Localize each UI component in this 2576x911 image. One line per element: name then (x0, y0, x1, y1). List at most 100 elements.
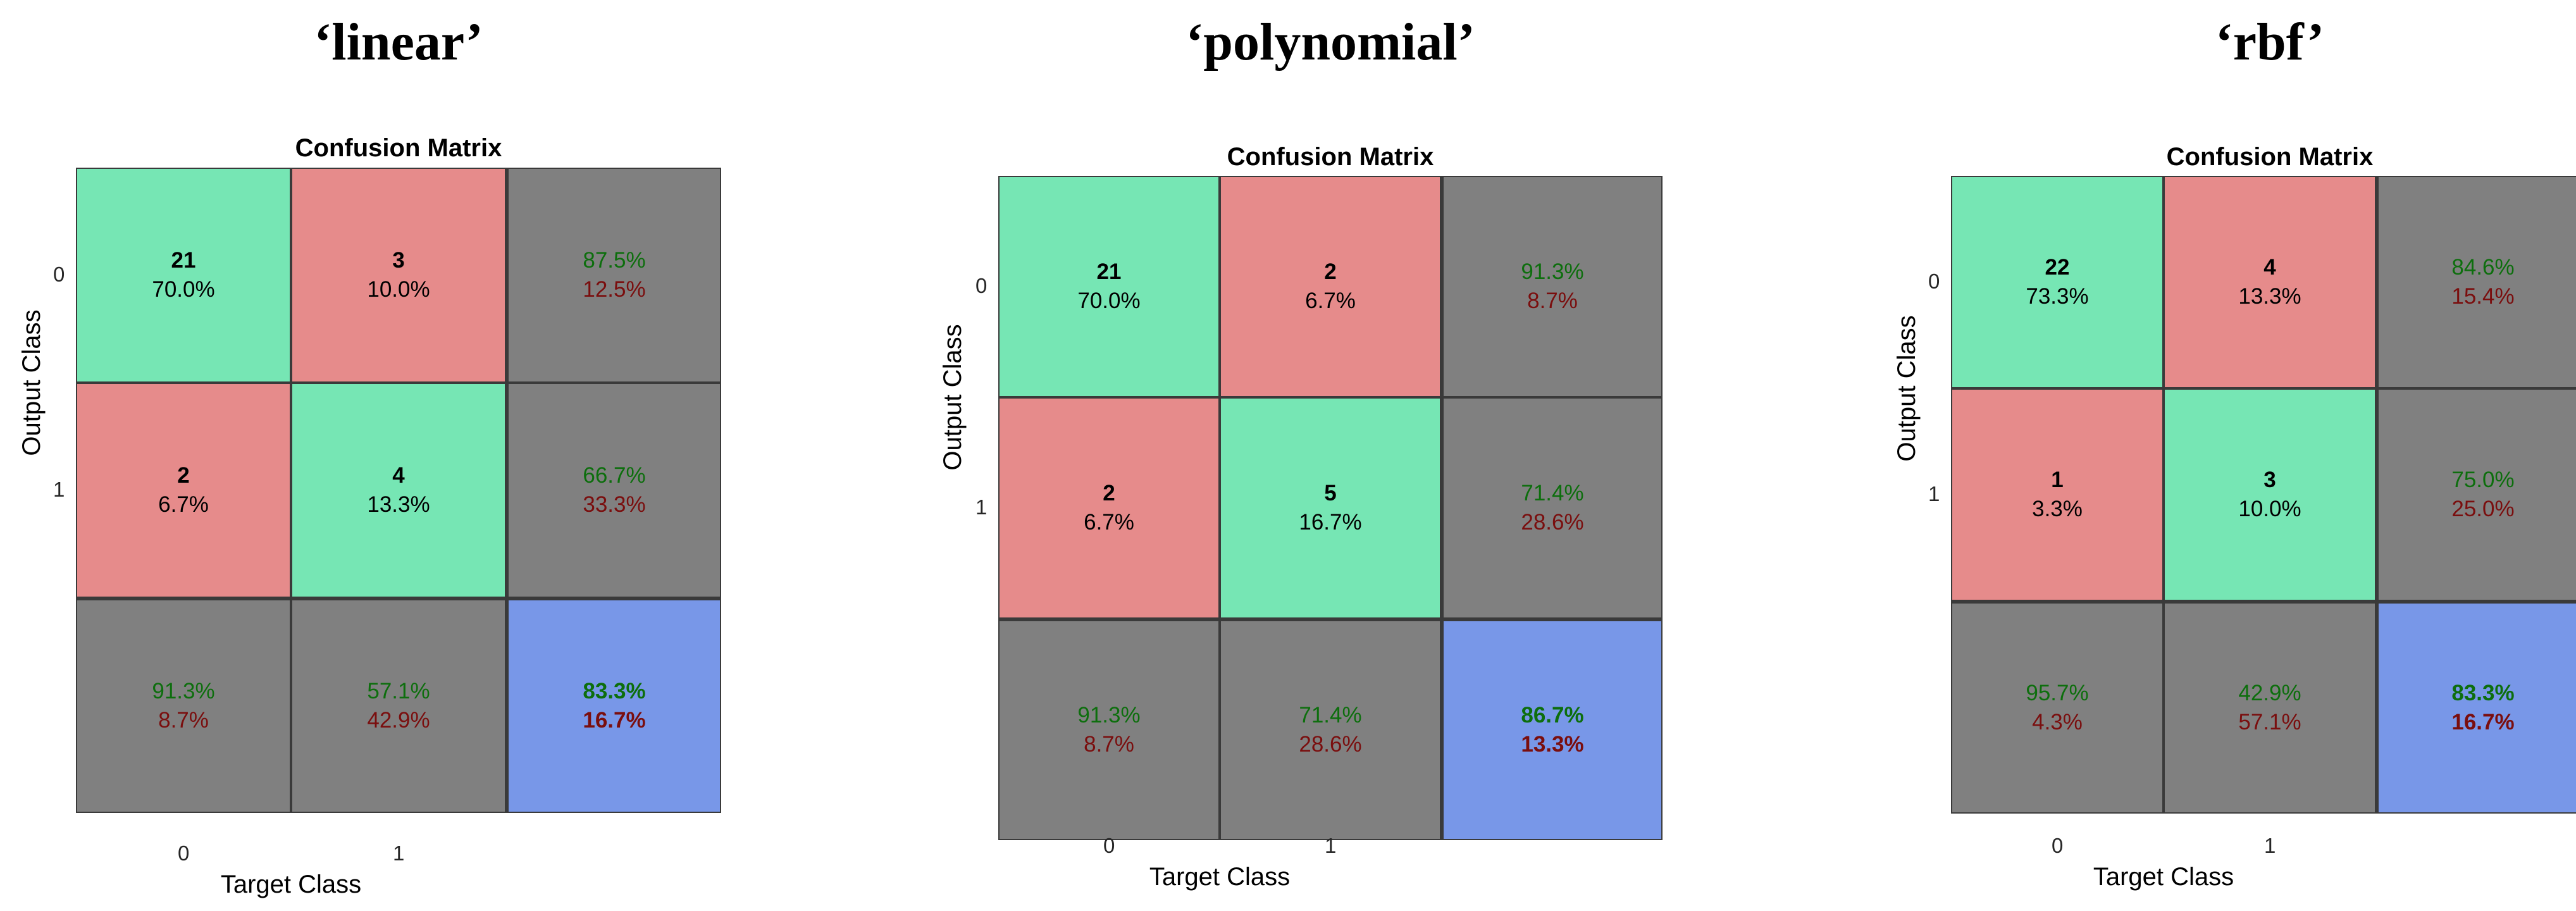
x-axis-label: Target Class (220, 871, 362, 898)
summary-cell: 71.4% 28.6% (1220, 619, 1441, 840)
x-tick-label: 1 (2264, 834, 2276, 857)
matrix-cell: 5 16.7% (1220, 397, 1441, 619)
summary-cell: 75.0% 25.0% (2376, 388, 2576, 601)
correct-percent: 91.3% (1077, 703, 1141, 728)
error-percent: 16.7% (583, 708, 646, 733)
error-percent: 4.3% (2032, 710, 2083, 734)
x-tick-label: 0 (2052, 834, 2064, 857)
error-percent: 15.4% (2451, 284, 2515, 309)
correct-percent: 42.9% (2238, 681, 2301, 705)
y-tick-label: 1 (975, 495, 988, 519)
matrix-title: Confusion Matrix (2166, 143, 2374, 171)
cell-percent: 6.7% (1305, 288, 1356, 313)
error-percent: 16.7% (2451, 710, 2515, 734)
cell-percent: 3.3% (2032, 497, 2083, 521)
correct-percent: 84.6% (2451, 255, 2515, 280)
matrix-cell: 21 70.0% (76, 168, 291, 383)
correct-percent: 87.5% (583, 248, 646, 273)
cell-count: 4 (2263, 255, 2276, 280)
summary-cell: 91.3% 8.7% (998, 619, 1220, 840)
y-tick-label: 1 (53, 478, 65, 501)
cell-percent: 10.0% (2238, 497, 2301, 521)
summary-cell: 66.7% 33.3% (506, 383, 721, 598)
matrix-title: Confusion Matrix (295, 134, 502, 162)
error-percent: 8.7% (1084, 732, 1134, 757)
matrix-cell: 3 10.0% (291, 168, 506, 383)
x-axis-label: Target Class (1149, 863, 1291, 891)
summary-cell: 71.4% 28.6% (1441, 397, 1663, 619)
cell-percent: 73.3% (2026, 284, 2089, 309)
x-tick-label: 0 (178, 841, 190, 865)
correct-percent: 86.7% (1521, 703, 1584, 728)
x-tick-label: 1 (393, 841, 405, 865)
y-axis-label: Output Class (18, 309, 46, 456)
matrix-cell: 2 6.7% (998, 397, 1220, 619)
cell-count: 2 (177, 463, 190, 488)
cell-percent: 6.7% (1084, 510, 1134, 535)
y-tick-label: 0 (975, 274, 988, 297)
x-axis-label: Target Class (2093, 863, 2234, 891)
correct-percent: 83.3% (583, 679, 646, 703)
matrix-cell: 22 73.3% (1951, 176, 2164, 388)
cell-percent: 13.3% (367, 492, 430, 517)
cell-percent: 70.0% (1077, 288, 1141, 313)
correct-percent: 57.1% (367, 679, 430, 703)
matrix-cell: 4 13.3% (2164, 176, 2376, 388)
cell-count: 3 (392, 248, 405, 273)
error-percent: 12.5% (583, 277, 646, 302)
summary-cell: 91.3% 8.7% (1441, 176, 1663, 397)
error-percent: 33.3% (583, 492, 646, 517)
cell-count: 2 (1103, 481, 1115, 505)
correct-percent: 95.7% (2026, 681, 2089, 705)
summary-cell: 84.6% 15.4% (2376, 176, 2576, 388)
correct-percent: 83.3% (2451, 681, 2515, 705)
summary-cell: 42.9% 57.1% (2164, 601, 2376, 814)
cell-percent: 70.0% (152, 277, 215, 302)
overall-accuracy-cell: 83.3% 16.7% (506, 598, 721, 813)
y-axis-label: Output Class (1893, 315, 1921, 462)
cell-count: 2 (1324, 259, 1337, 284)
panel-title: ‘polynomial’ (1186, 13, 1475, 71)
y-tick-label: 0 (53, 263, 65, 286)
error-percent: 42.9% (367, 708, 430, 733)
y-tick-label: 0 (1928, 270, 1940, 293)
correct-percent: 66.7% (583, 463, 646, 488)
cell-count: 3 (2263, 468, 2276, 492)
matrix-cell: 21 70.0% (998, 176, 1220, 397)
cell-count: 1 (2051, 468, 2064, 492)
error-percent: 28.6% (1521, 510, 1584, 535)
error-percent: 13.3% (1521, 732, 1584, 757)
error-percent: 57.1% (2238, 710, 2301, 734)
cell-count: 21 (1096, 259, 1122, 284)
correct-percent: 71.4% (1299, 703, 1362, 728)
panel-title: ‘linear’ (314, 13, 483, 71)
summary-cell: 91.3% 8.7% (76, 598, 291, 813)
error-percent: 8.7% (158, 708, 209, 733)
overall-accuracy-cell: 86.7% 13.3% (1441, 619, 1663, 840)
cell-count: 21 (171, 248, 196, 273)
x-tick-label: 0 (1103, 834, 1115, 857)
matrix-cell: 4 13.3% (291, 383, 506, 598)
correct-percent: 71.4% (1521, 481, 1584, 505)
matrix-cell: 2 6.7% (1220, 176, 1441, 397)
matrix-cell: 3 10.0% (2164, 388, 2376, 601)
y-axis-label: Output Class (939, 324, 967, 471)
cell-count: 5 (1324, 481, 1337, 505)
correct-percent: 91.3% (152, 679, 215, 703)
summary-cell: 95.7% 4.3% (1951, 601, 2164, 814)
x-tick-label: 1 (1325, 834, 1337, 857)
error-percent: 28.6% (1299, 732, 1362, 757)
cell-percent: 16.7% (1299, 510, 1362, 535)
summary-cell: 87.5% 12.5% (506, 168, 721, 383)
cell-percent: 6.7% (158, 492, 209, 517)
correct-percent: 91.3% (1521, 259, 1584, 284)
summary-cell: 57.1% 42.9% (291, 598, 506, 813)
error-percent: 8.7% (1527, 288, 1578, 313)
y-tick-label: 1 (1928, 482, 1940, 505)
cell-count: 22 (2045, 255, 2070, 280)
matrix-cell: 2 6.7% (76, 383, 291, 598)
correct-percent: 75.0% (2451, 468, 2515, 492)
cell-count: 4 (392, 463, 405, 488)
matrix-title: Confusion Matrix (1227, 143, 1434, 171)
cell-percent: 13.3% (2238, 284, 2301, 309)
